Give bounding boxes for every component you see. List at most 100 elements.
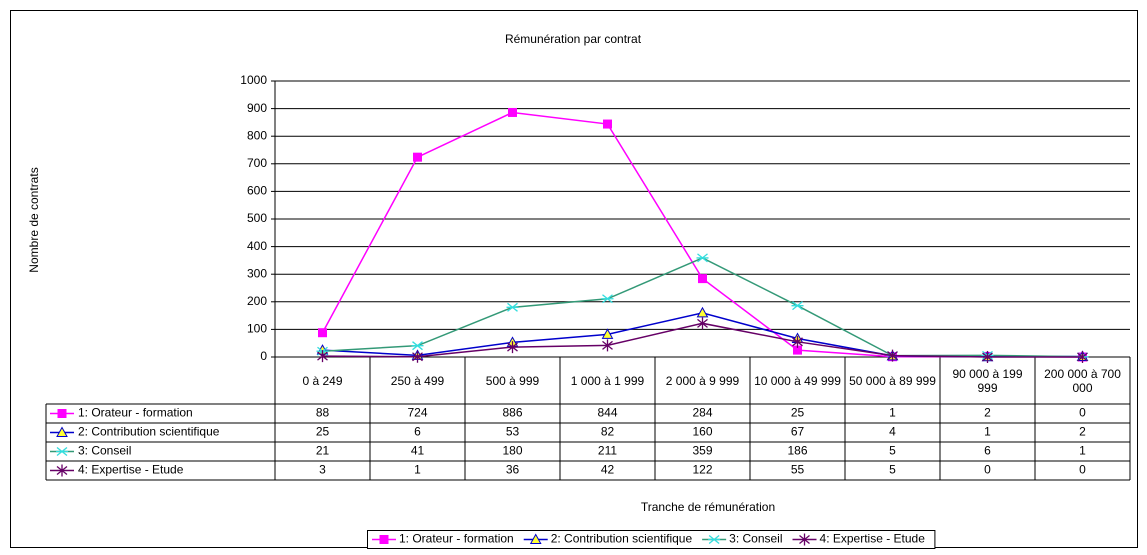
chart-title: Rémunération par contrat [505,32,642,46]
point [508,107,517,117]
table-cell: 0 [984,463,991,477]
point [887,349,898,362]
table-cell: 1 [414,463,421,477]
table-cell: 25 [791,406,805,420]
x-tick-label: 200 000 à 700 000 [1044,366,1121,395]
table-cell: 41 [411,444,425,458]
chart-border [10,10,1138,548]
x-tick-label: 0 à 249 [302,373,343,388]
legend-box [367,530,936,549]
table-cell: 0 [1079,406,1086,420]
point [791,301,804,311]
table-cell: 0 [1079,463,1086,477]
point [697,317,708,330]
table-row-label: 1: Orateur - formation [78,406,193,420]
x-tick-label: 2 000 à 9 999 [665,373,740,388]
table-cell: 5 [889,463,896,477]
point [411,341,424,351]
table-legend-marker [57,409,67,418]
table-legend-marker [56,426,68,437]
table-cell: 53 [506,425,520,439]
table-cell: 886 [502,406,522,420]
x-axis-label: Tranche de rémunération [641,500,775,514]
y-axis-label: Nombre de contrats [27,167,41,272]
legend-marker [708,534,721,545]
table-cell: 25 [316,425,330,439]
table-cell: 55 [791,463,805,477]
table-cell: 6 [984,444,991,458]
table-cell: 1 [984,425,991,439]
table-row-label: 2: Contribution scientifique [78,425,220,439]
point [318,328,327,338]
point [696,306,709,318]
table-cell: 284 [692,406,712,420]
table-cell: 4 [889,425,896,439]
table-cell: 21 [316,444,330,458]
legend-marker [799,533,810,546]
table-cell: 844 [597,406,617,420]
y-tick-label: 1000 [240,73,267,87]
legend-label: 4: Expertise - Etude [820,532,926,546]
table-cell: 36 [506,463,520,477]
x-tick-label: 1 000 à 1 999 [570,373,645,388]
y-tick-label: 300 [247,266,267,280]
point [601,294,614,304]
legend-label: 2: Contribution scientifique [551,532,693,546]
x-tick-label: 90 000 à 199 999 [952,366,1023,395]
table-legend-marker [56,446,68,457]
table-cell: 2 [1079,425,1086,439]
point [413,152,422,162]
y-tick-label: 100 [247,322,267,336]
table-cell: 180 [502,444,522,458]
legend-marker [529,533,542,544]
table-cell: 2 [984,406,991,420]
table-cell: 211 [598,444,617,458]
point [1077,351,1088,363]
table-cell: 42 [601,463,615,477]
point [602,339,613,352]
table-cell: 67 [791,425,805,439]
table-cell: 1 [1079,444,1086,458]
table-cell: 3 [319,463,326,477]
table-cell: 122 [692,463,712,477]
point [603,119,612,129]
table-cell: 5 [889,444,896,458]
point [412,350,423,363]
point [601,328,614,339]
table-cell: 186 [787,444,807,458]
point [696,253,709,263]
point [982,351,993,363]
point [698,274,707,284]
y-tick-label: 600 [247,184,267,198]
table-cell: 160 [692,425,712,439]
table-cell: 1 [889,406,896,420]
point [507,341,518,354]
table-cell: 724 [407,406,427,420]
table-cell: 6 [414,425,421,439]
y-tick-label: 700 [247,156,267,170]
x-tick-label: 50 000 à 89 999 [849,373,936,388]
y-tick-label: 200 [247,294,267,308]
x-tick-label: 500 à 999 [485,373,540,388]
table-legend-marker [56,464,68,477]
point [506,302,519,312]
legend-label: 3: Conseil [729,532,782,546]
legend-marker [379,535,389,544]
y-tick-label: 900 [247,101,267,115]
table-cell: 359 [692,444,712,458]
y-tick-label: 500 [247,211,267,225]
y-tick-label: 800 [247,128,267,142]
legend-label: 1: Orateur - formation [399,532,514,546]
x-tick-label: 250 à 499 [390,373,445,388]
point [317,350,328,363]
x-tick-label: 10 000 à 49 999 [754,373,841,388]
table-cell: 82 [601,425,615,439]
table-row-label: 4: Expertise - Etude [78,463,184,477]
table-cell: 88 [316,406,330,420]
y-tick-label: 400 [247,239,267,253]
table-row-label: 3: Conseil [78,444,131,458]
y-tick-label: 0 [260,349,267,363]
point [792,335,803,348]
